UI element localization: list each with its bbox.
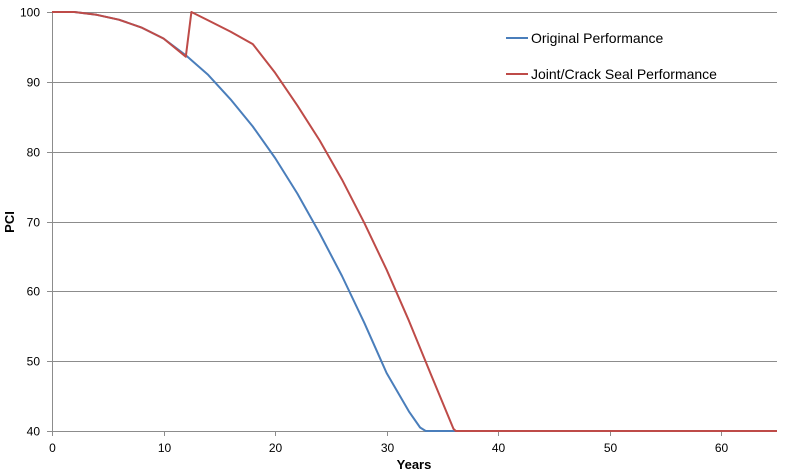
- y-tick-label: 60: [27, 285, 41, 299]
- x-axis-title: Years: [397, 457, 432, 472]
- y-tick-label: 100: [20, 6, 40, 20]
- series-line-2: [52, 11, 777, 432]
- x-tick-label: 30: [381, 441, 395, 455]
- x-tick-label: 0: [49, 441, 56, 455]
- tick-labels: 40 50 60 70 80 90 100 0 10 20 30 40 50 60: [20, 6, 729, 456]
- y-tick-label: 40: [27, 425, 41, 439]
- legend: Original Performance Joint/Crack Seal Per…: [506, 30, 717, 82]
- x-tick-label: 40: [492, 441, 506, 455]
- y-axis-title: PCI: [2, 211, 17, 233]
- legend-label: Joint/Crack Seal Performance: [531, 66, 717, 82]
- y-tick-label: 80: [27, 146, 41, 160]
- y-tick-label: 90: [27, 76, 41, 90]
- legend-label: Original Performance: [531, 30, 663, 46]
- gridlines: [52, 12, 777, 362]
- x-tick-label: 20: [269, 441, 283, 455]
- series-lines: [52, 11, 777, 432]
- x-tick-label: 10: [158, 441, 172, 455]
- y-tick-label: 70: [27, 216, 41, 230]
- x-tick-label: 60: [715, 441, 729, 455]
- y-tick-label: 50: [27, 355, 41, 369]
- x-tick-label: 50: [604, 441, 618, 455]
